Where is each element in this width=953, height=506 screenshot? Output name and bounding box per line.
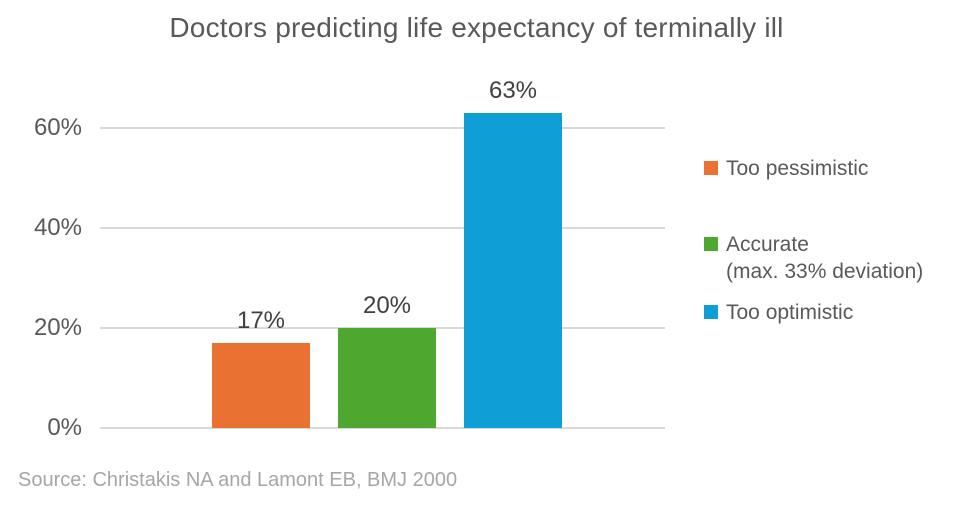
legend-item-too-optimistic: Too optimistic [704,299,853,326]
legend-swatch-icon [704,161,718,175]
legend-label: Too optimistic [726,299,853,326]
legend-label-line: (max. 33% deviation) [726,260,924,283]
legend-label: Too pessimistic [726,155,868,182]
legend-label-line: Accurate [726,233,809,256]
data-label-too-pessimistic: 17% [236,307,286,334]
legend-item-too-pessimistic: Too pessimistic [704,155,868,182]
legend-label: Accurate (max. 33% deviation) [726,231,923,285]
y-axis-tick-label: 40% [33,214,82,241]
bar-accurate [338,328,436,428]
gridline-60 [100,127,665,129]
legend-label-line: Too pessimistic [726,157,869,180]
y-axis-tick-label: 60% [33,114,82,141]
y-axis-tick-label: 0% [47,414,82,441]
gridline-0 [100,427,665,429]
legend-swatch-icon [704,237,718,251]
bar-too-optimistic [464,113,562,428]
y-axis-tick-label: 20% [33,314,82,341]
legend-swatch-icon [704,305,718,319]
legend-label-line: Too optimistic [726,301,854,324]
source-note: Source: Christakis NA and Lamont EB, BMJ… [18,469,458,491]
data-label-too-optimistic: 63% [488,77,538,104]
data-label-accurate: 20% [362,292,412,319]
bar-too-pessimistic [212,343,310,428]
gridline-40 [100,227,665,229]
legend-item-accurate: Accurate (max. 33% deviation) [704,231,923,285]
chart-title: Doctors predicting life expectancy of te… [169,12,784,43]
